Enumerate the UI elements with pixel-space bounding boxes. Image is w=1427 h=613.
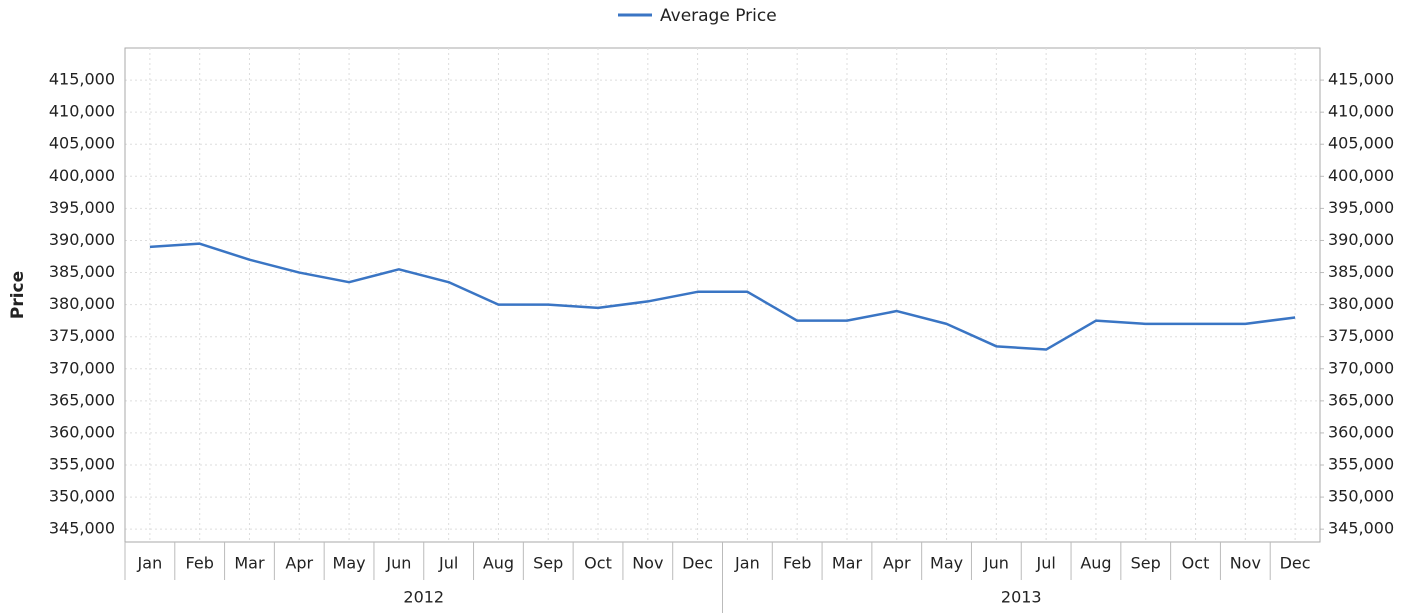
y2-tick-label: 395,000 (1328, 198, 1394, 217)
y2-tick-label: 405,000 (1328, 134, 1394, 153)
x-tick-label: Nov (1230, 554, 1261, 573)
x-tick-label: Aug (1080, 554, 1111, 573)
x-tick-label: May (333, 554, 366, 573)
x-tick-label: Nov (632, 554, 663, 573)
y-tick-label: 400,000 (49, 166, 115, 185)
y2-tick-label: 390,000 (1328, 230, 1394, 249)
data-line (149, 242, 1296, 351)
y-tick-label: 380,000 (49, 294, 115, 313)
x-tick-label: Dec (682, 554, 713, 573)
x-tick-label: Aug (483, 554, 514, 573)
x-tick-label: Jan (137, 554, 163, 573)
x-tick-label: Sep (533, 554, 563, 573)
y-tick-label: 350,000 (49, 487, 115, 506)
x-tick-label: Jun (983, 554, 1009, 573)
x-tick-label: Oct (1182, 554, 1210, 573)
y2-tick-label: 375,000 (1328, 326, 1394, 345)
y2-tick-label: 365,000 (1328, 390, 1394, 409)
plot-frame (124, 47, 1321, 543)
y2-tick-label: 345,000 (1328, 519, 1394, 538)
x-tick-label: Jul (438, 554, 458, 573)
y-tick-label: 415,000 (49, 70, 115, 89)
y-tick-label: 405,000 (49, 134, 115, 153)
y-tick-label: 375,000 (49, 326, 115, 345)
y2-tick-label: 355,000 (1328, 455, 1394, 474)
group-label: 2012 (403, 588, 444, 607)
x-tick-label: Dec (1280, 554, 1311, 573)
y-tick-label: 395,000 (49, 198, 115, 217)
y2-tick-label: 400,000 (1328, 166, 1394, 185)
y-tick-label: 370,000 (49, 358, 115, 377)
y2-tick-label: 410,000 (1328, 102, 1394, 121)
legend-label: Average Price (660, 6, 777, 26)
y2-tick-label: 385,000 (1328, 262, 1394, 281)
y2-tick-label: 370,000 (1328, 358, 1394, 377)
x-tick-label: May (930, 554, 963, 573)
y2-tick-label: 380,000 (1328, 294, 1394, 313)
y-tick-label: 385,000 (49, 262, 115, 281)
y-tick-label: 410,000 (49, 102, 115, 121)
x-tick-label: Feb (186, 554, 214, 573)
y-tick-label: 390,000 (49, 230, 115, 249)
y2-tick-label: 350,000 (1328, 487, 1394, 506)
y-tick-label: 355,000 (49, 455, 115, 474)
x-tick-label: Apr (883, 554, 911, 573)
y2-tick-label: 360,000 (1328, 422, 1394, 441)
x-tick-label: Feb (783, 554, 811, 573)
x-tick-label: Jan (734, 554, 760, 573)
y-axis-label: Price (8, 271, 28, 319)
y2-tick-label: 415,000 (1328, 70, 1394, 89)
x-tick-label: Oct (584, 554, 612, 573)
x-tick-label: Jul (1035, 554, 1055, 573)
y-tick-label: 365,000 (49, 390, 115, 409)
x-tick-label: Sep (1131, 554, 1161, 573)
x-tick-label: Jun (385, 554, 411, 573)
group-label: 2013 (1001, 588, 1042, 607)
y-tick-label: 360,000 (49, 422, 115, 441)
x-tick-label: Apr (285, 554, 313, 573)
x-tick-label: Mar (234, 554, 265, 573)
x-tick-label: Mar (832, 554, 863, 573)
y-tick-label: 345,000 (49, 519, 115, 538)
